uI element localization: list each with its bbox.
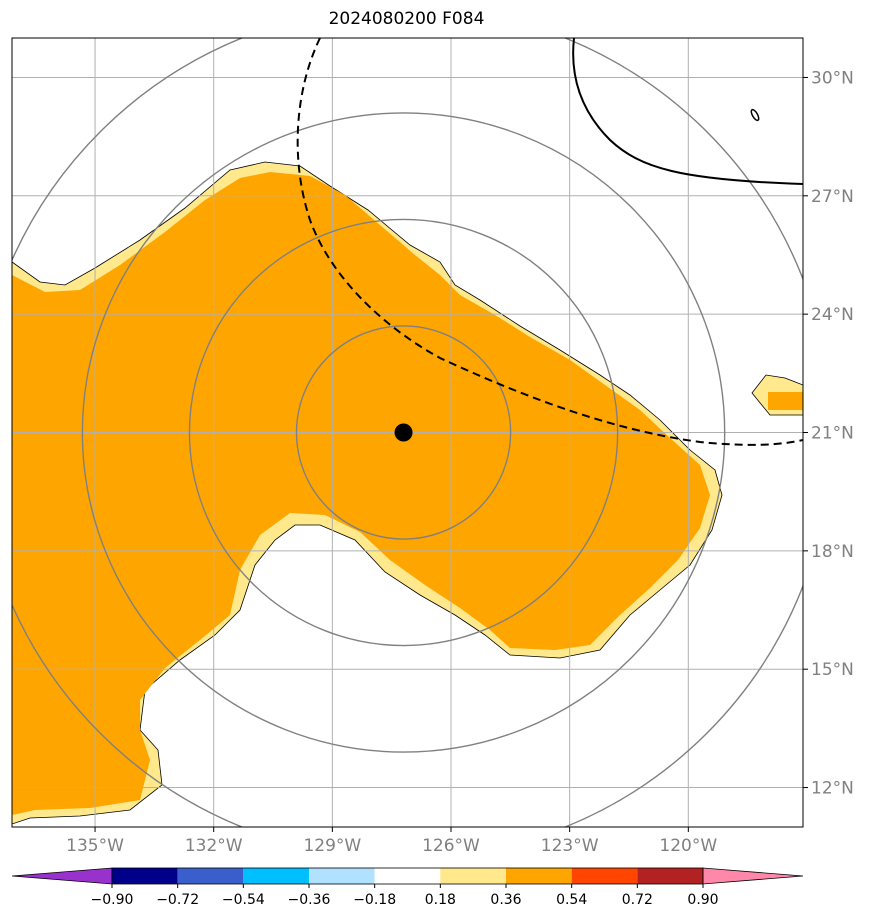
graticule	[12, 38, 803, 827]
x-tick-label: 129°W	[303, 836, 361, 856]
colorbar: −0.90 −0.72 −0.54 −0.36 −0.18 0.18 0.36 0.54 0.7…	[11, 867, 804, 908]
map-area	[12, 38, 803, 827]
field-island-core	[768, 392, 803, 410]
dashed-contour	[296, 38, 803, 446]
storm-center-marker	[394, 423, 413, 442]
colorbar-segment	[506, 868, 572, 884]
x-tick-label: 123°W	[541, 836, 599, 856]
range-ring	[295, 325, 512, 540]
colorbar-tick-label: −0.18	[353, 892, 396, 908]
colorbar-segment	[112, 868, 178, 884]
colorbar-tick-label: 0.18	[425, 892, 456, 908]
y-tick-label: 12°N	[811, 779, 854, 799]
colorbar-segment	[374, 868, 441, 884]
colorbar-tick-label: 0.54	[556, 892, 587, 908]
colorbar-segment	[177, 868, 244, 884]
colorbar-segment	[309, 868, 375, 884]
y-tick-label: 15°N	[811, 660, 854, 680]
y-tick-label: 30°N	[811, 68, 854, 88]
small-contour	[750, 108, 760, 122]
colorbar-extend-high	[702, 867, 804, 885]
colorbar-tick-label: 0.90	[687, 892, 718, 908]
range-rings	[12, 38, 803, 827]
colorbar-segment	[571, 868, 638, 884]
range-ring	[81, 112, 726, 753]
solid-contour	[572, 38, 803, 185]
y-tick-label: 27°N	[811, 187, 854, 207]
colorbar-segment	[440, 868, 506, 884]
y-tick-label: 18°N	[811, 542, 854, 562]
colorbar-segment	[243, 868, 309, 884]
colorbar-tick-label: −0.90	[91, 892, 134, 908]
x-tick-label: 126°W	[422, 836, 480, 856]
anomaly-field	[12, 161, 803, 825]
colorbar-frame	[111, 867, 704, 885]
x-tick-label: 120°W	[659, 836, 717, 856]
colorbar-tick-label: −0.72	[156, 892, 199, 908]
colorbar-segment	[637, 868, 703, 884]
map-title: 2024080200 F084	[328, 9, 485, 29]
colorbar-tick-label: −0.36	[288, 892, 331, 908]
range-ring	[188, 218, 619, 647]
y-tick-label: 24°N	[811, 305, 854, 325]
colorbar-tick-label: 0.36	[490, 892, 521, 908]
colorbar-tick-label: −0.54	[222, 892, 265, 908]
colorbar-tick-label: 0.72	[622, 892, 653, 908]
latitude-ticks: 12°N 15°N 18°N 21°N 24°N 27°N 30°N	[803, 68, 854, 799]
x-tick-label: 132°W	[185, 836, 243, 856]
x-tick-label: 135°W	[66, 836, 124, 856]
y-tick-label: 21°N	[811, 424, 854, 444]
longitude-ticks: 135°W 132°W 129°W 126°W 123°W 120°W	[66, 827, 717, 856]
field-core	[12, 172, 710, 815]
colorbar-extend-low	[11, 867, 113, 885]
